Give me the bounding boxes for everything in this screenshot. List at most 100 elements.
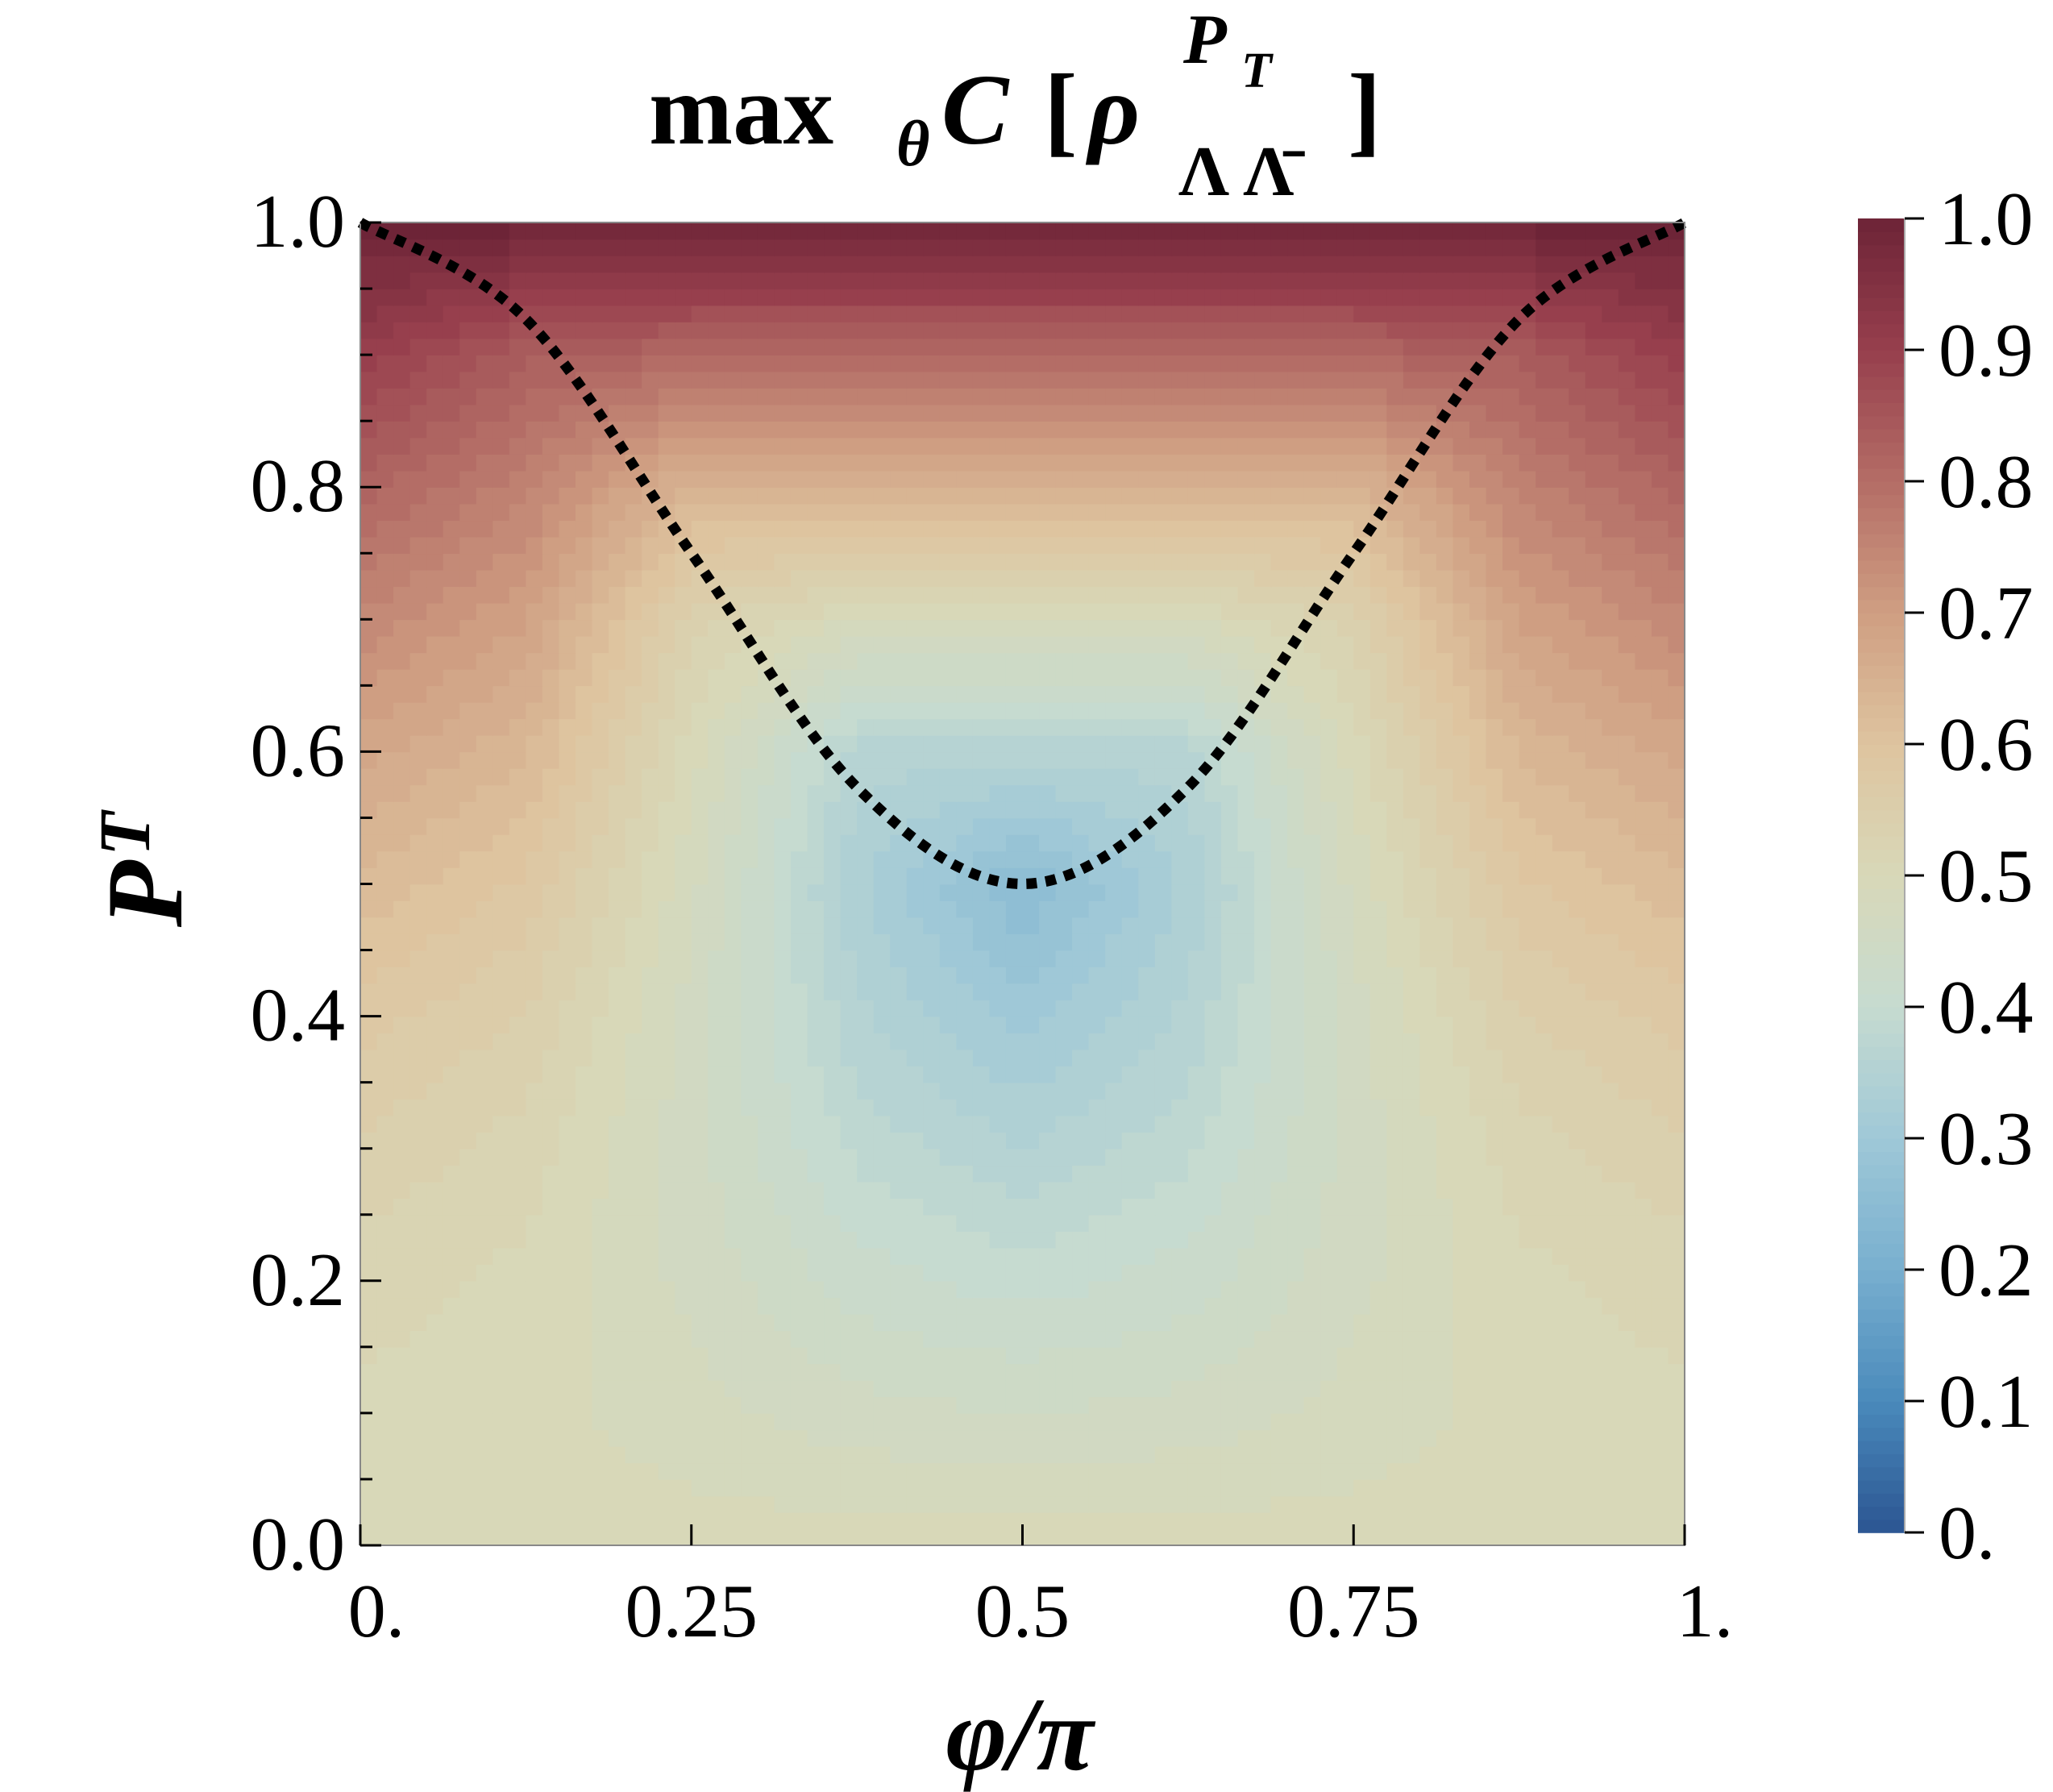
heatmap-cell xyxy=(426,784,444,802)
heatmap-cell xyxy=(1336,767,1355,786)
heatmap-cell xyxy=(492,536,510,555)
heatmap-cell xyxy=(906,734,925,753)
heatmap-cell xyxy=(840,1330,858,1348)
heatmap-cell xyxy=(642,1346,659,1365)
heatmap-cell xyxy=(741,619,758,637)
heatmap-cell xyxy=(409,1330,427,1348)
heatmap-cell xyxy=(1536,767,1553,786)
heatmap-cell xyxy=(1336,1297,1355,1315)
heatmap-cell xyxy=(409,602,427,621)
heatmap-cell xyxy=(1436,967,1454,984)
heatmap-cell xyxy=(691,1478,709,1497)
heatmap-cell xyxy=(757,1016,775,1033)
heatmap-cell xyxy=(1055,884,1073,901)
heatmap-cell xyxy=(906,784,925,802)
heatmap-cell xyxy=(559,1528,576,1546)
heatmap-cell xyxy=(1519,1148,1536,1166)
heatmap-cell xyxy=(1154,1280,1173,1299)
heatmap-cell xyxy=(1585,1396,1603,1414)
heatmap-cell xyxy=(1403,917,1421,934)
heatmap-cell xyxy=(1502,967,1520,984)
heatmap-cell xyxy=(807,1396,825,1414)
heatmap-cell xyxy=(658,1280,676,1299)
heatmap-cell xyxy=(675,1132,692,1150)
heatmap-cell xyxy=(1369,586,1388,604)
heatmap-cell xyxy=(724,1297,742,1315)
heatmap-cell xyxy=(757,834,775,852)
heatmap-cell xyxy=(1055,685,1073,703)
heatmap-cell xyxy=(1171,1099,1189,1116)
heatmap-cell xyxy=(1220,1247,1239,1266)
heatmap-cell xyxy=(443,553,461,571)
heatmap-cell xyxy=(1618,784,1636,802)
heatmap-cell xyxy=(873,1379,891,1398)
heatmap-cell xyxy=(1668,520,1685,538)
heatmap-cell xyxy=(1618,1495,1636,1513)
heatmap-cell xyxy=(939,983,958,1000)
heatmap-cell xyxy=(757,1214,775,1233)
heatmap-cell xyxy=(1072,569,1090,588)
heatmap-cell xyxy=(393,1066,411,1083)
heatmap-cell xyxy=(923,817,941,835)
heatmap-cell xyxy=(857,1297,875,1315)
heatmap-cell xyxy=(1452,1016,1470,1033)
heatmap-cell xyxy=(1005,1396,1024,1414)
heatmap-cell xyxy=(592,1066,609,1083)
heatmap-cell xyxy=(956,718,974,736)
heatmap-cell xyxy=(443,950,461,967)
heatmap-cell xyxy=(1386,1000,1404,1017)
heatmap-cell xyxy=(1519,718,1536,736)
heatmap-cell xyxy=(1552,751,1570,769)
heatmap-cell xyxy=(1585,652,1603,670)
heatmap-cell xyxy=(1287,1313,1305,1332)
heatmap-cell xyxy=(625,1033,642,1050)
heatmap-cell xyxy=(1602,1016,1619,1033)
heatmap-cell xyxy=(625,652,642,670)
heatmap-cell xyxy=(1022,569,1040,588)
heatmap-cell xyxy=(1618,834,1636,852)
heatmap-cell xyxy=(1005,1198,1024,1216)
heatmap-cell xyxy=(1403,1330,1421,1348)
heatmap-cell xyxy=(724,685,742,703)
heatmap-cell xyxy=(1039,1396,1057,1414)
heatmap-cell xyxy=(625,1115,642,1133)
heatmap-cell xyxy=(1668,1264,1685,1282)
heatmap-cell xyxy=(409,1264,427,1282)
heatmap-cell xyxy=(873,1099,891,1116)
heatmap-cell xyxy=(1436,867,1454,885)
heatmap-cell xyxy=(1502,520,1520,538)
heatmap-cell xyxy=(609,1066,626,1083)
heatmap-cell xyxy=(1585,536,1603,555)
heatmap-cell xyxy=(1270,900,1288,918)
heatmap-cell xyxy=(609,767,626,786)
heatmap-cell xyxy=(1502,1082,1520,1100)
heatmap-cell xyxy=(724,1066,742,1083)
heatmap-cell xyxy=(492,553,510,571)
heatmap-cell xyxy=(757,536,775,555)
heatmap-cell xyxy=(923,767,941,786)
heatmap-cell xyxy=(956,983,974,1000)
title-sub: Λ Λ̄ xyxy=(1178,133,1305,211)
heatmap-cell xyxy=(790,751,808,769)
heatmap-cell xyxy=(956,1396,974,1414)
heatmap-cell xyxy=(1502,1049,1520,1066)
heatmap-cell xyxy=(409,1280,427,1299)
heatmap-cell xyxy=(1336,1396,1355,1414)
heatmap-cell xyxy=(1088,1330,1106,1348)
heatmap-cell xyxy=(409,967,427,984)
heatmap-cell xyxy=(360,1280,378,1299)
heatmap-cell xyxy=(1386,536,1404,555)
heatmap-cell xyxy=(1055,1363,1073,1381)
heatmap-cell xyxy=(1237,850,1255,868)
heatmap-cell xyxy=(774,1478,792,1497)
heatmap-cell xyxy=(1386,1115,1404,1133)
heatmap-cell xyxy=(393,1132,411,1150)
heatmap-cell xyxy=(1353,1313,1371,1332)
heatmap-cell xyxy=(1072,734,1090,753)
heatmap-cell xyxy=(1220,983,1239,1000)
heatmap-cell xyxy=(393,1148,411,1166)
heatmap-cell xyxy=(542,1132,560,1150)
heatmap-cell xyxy=(923,1247,941,1266)
heatmap-cell xyxy=(526,1165,543,1183)
heatmap-cell xyxy=(1005,685,1024,703)
